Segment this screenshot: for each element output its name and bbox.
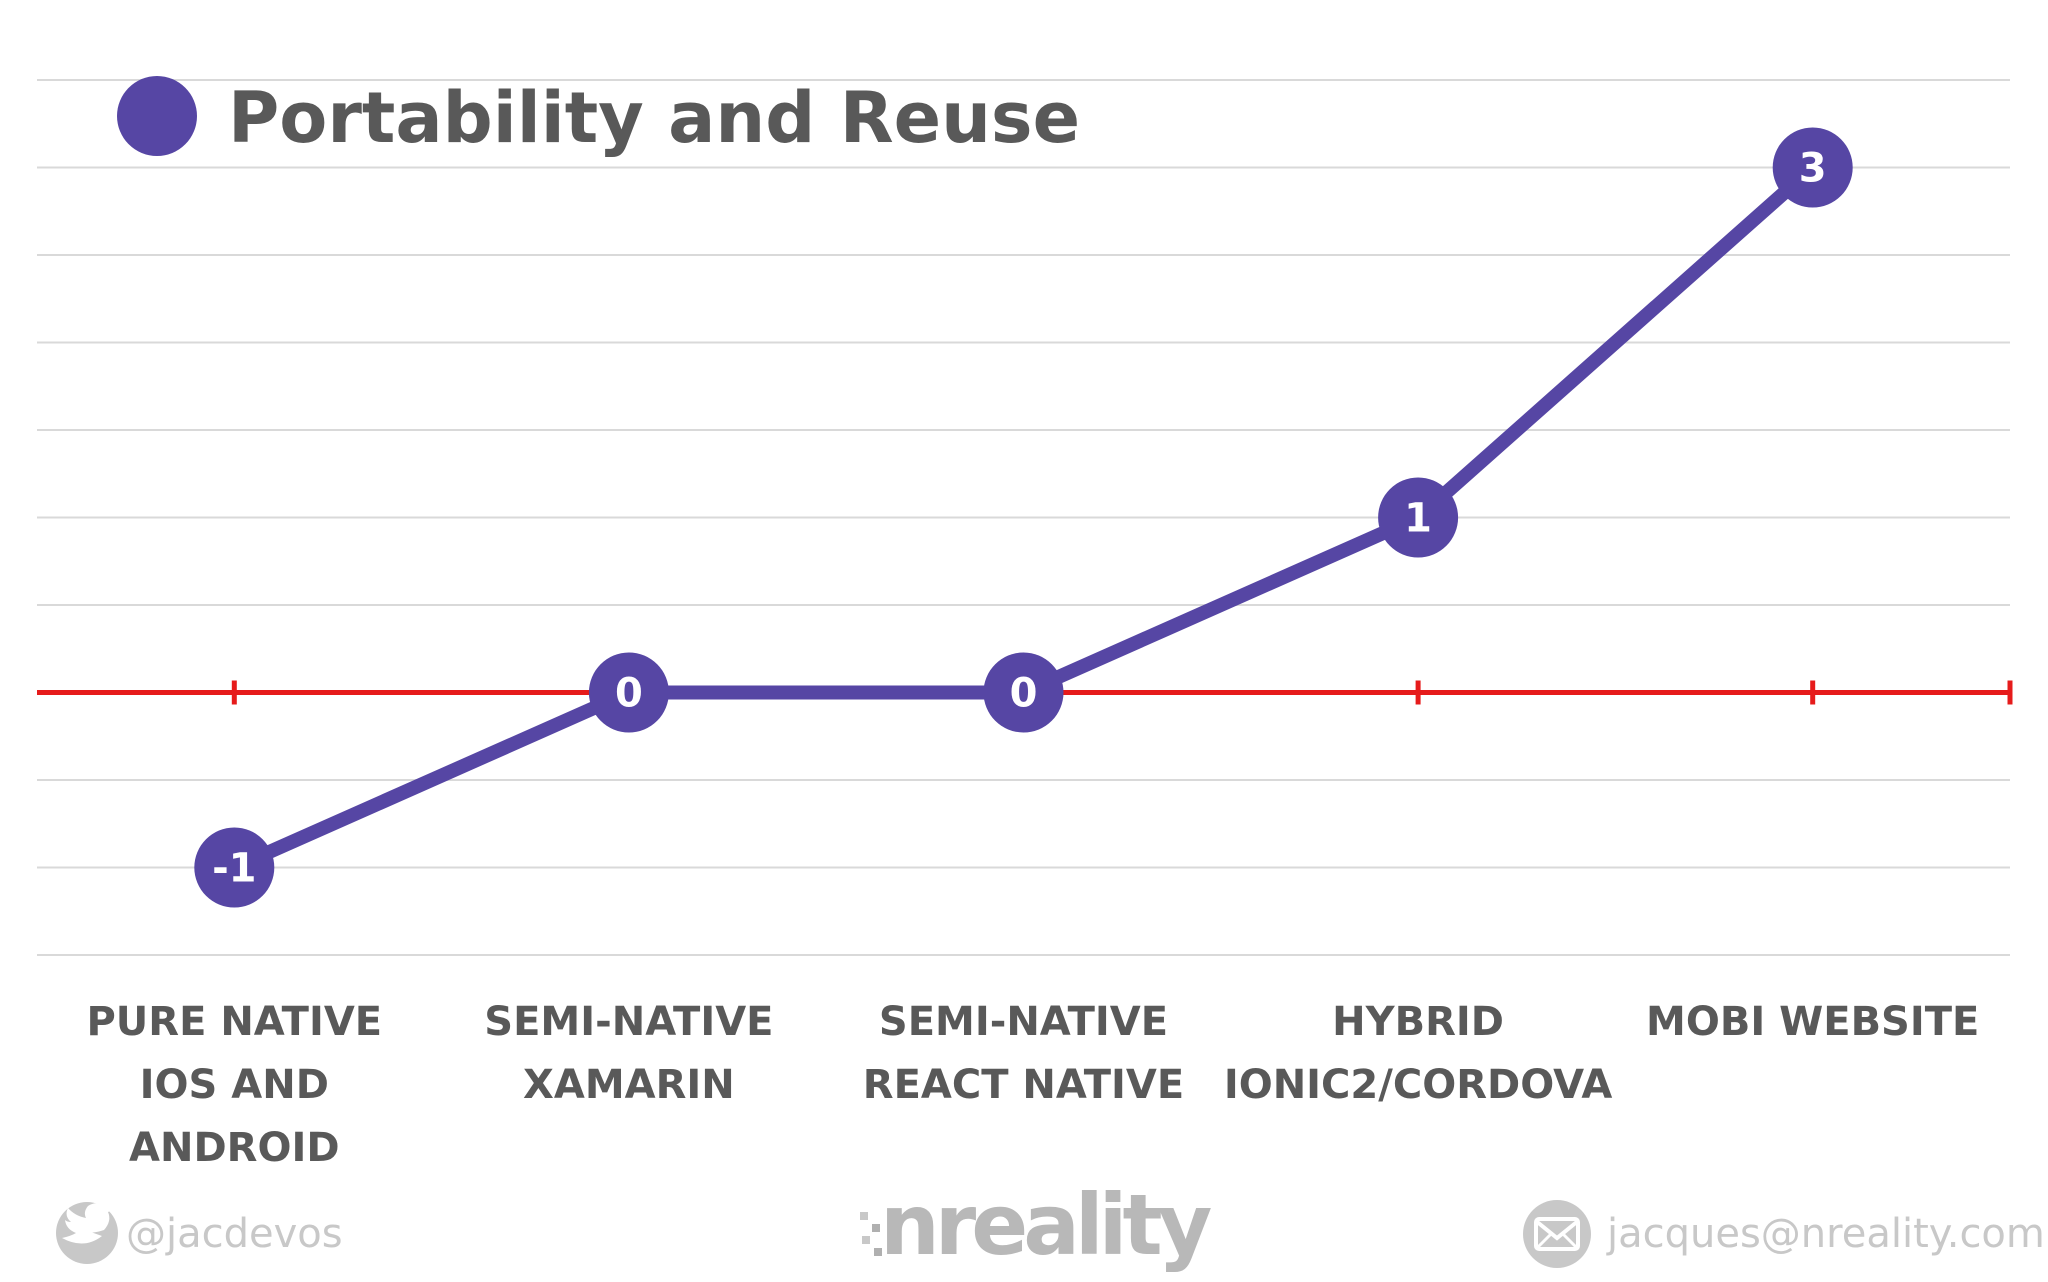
category-label: SEMI-NATIVE REACT NATIVE (863, 999, 1184, 1108)
data-point (194, 827, 275, 908)
nreality-logo: nreality (860, 1176, 1217, 1274)
category-label: MOBI WEBSITE (1646, 999, 1979, 1045)
data-point (1378, 477, 1459, 558)
data-label: 0 (1010, 671, 1038, 717)
category-label: PURE NATIVE IOS AND ANDROID (86, 999, 382, 1171)
legend: Portability and Reuse (117, 76, 1080, 159)
twitter-bird-icon (56, 1202, 118, 1264)
data-point (588, 652, 669, 733)
email-address: jacques@nreality.com (1606, 1211, 2045, 1257)
footer: @jacdevos nreality jacques@nreality.com (56, 1176, 2045, 1274)
data-point (983, 652, 1064, 733)
data-label: -1 (212, 846, 256, 892)
nreality-logo-text: nreality (880, 1176, 1212, 1274)
category-labels: PURE NATIVE IOS AND ANDROID SEMI-NATIVE XAMA… (86, 999, 1979, 1171)
data-label: 1 (1404, 496, 1432, 542)
twitter-handle: @jacdevos (126, 1211, 343, 1257)
data-label: 3 (1799, 146, 1827, 192)
data-label: 0 (615, 671, 643, 717)
data-points: -1 0 0 1 3 (194, 127, 1853, 908)
category-label: SEMI-NATIVE XAMARIN (484, 999, 773, 1108)
chart-title: Portability and Reuse (228, 77, 1080, 159)
legend-marker (117, 76, 197, 156)
category-label: HYBRID IONIC2/CORDOVA (1224, 999, 1613, 1108)
data-point (1772, 127, 1853, 208)
grid-lines (37, 79, 2010, 956)
envelope-icon (1523, 1200, 1591, 1268)
